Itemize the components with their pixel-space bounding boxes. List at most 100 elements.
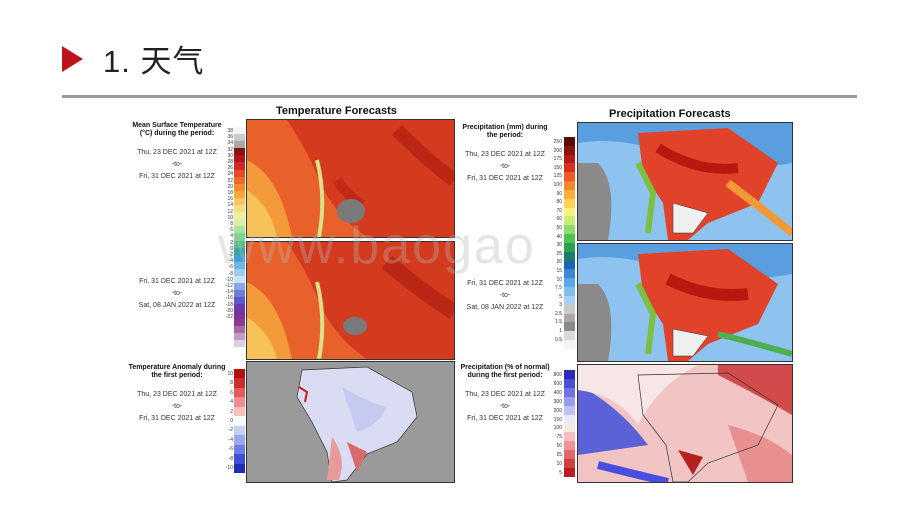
- color-scale-segment: [564, 145, 575, 155]
- scale-tick-label: 26: [227, 165, 233, 172]
- scale-tick-label: 32: [227, 146, 233, 153]
- color-scale-segment: [564, 234, 575, 243]
- scale-tick-label: 8: [230, 221, 233, 228]
- color-scale-segment: [234, 226, 245, 234]
- color-scale-segment: [564, 287, 575, 296]
- precipitation-scale-ticks: 250 200 175 150 125 100 90 80 70 60 50 40 30 25 20 15 10…: [548, 138, 562, 344]
- color-scale-segment: [564, 423, 575, 433]
- color-scale-segment: [234, 406, 245, 417]
- scale-tick-label: 175: [553, 156, 562, 163]
- caption-to: -to-: [171, 290, 183, 297]
- color-scale-segment: [234, 212, 245, 220]
- precipitation-anomaly-ticks: 800 600 400 300 200 150 100 75 50 25 10 5: [546, 371, 562, 478]
- color-scale-segment: [234, 290, 245, 298]
- precipitation-color-scale: [564, 137, 575, 349]
- color-scale-segment: [234, 387, 245, 398]
- color-scale-segment: [234, 155, 245, 163]
- color-scale-segment: [564, 414, 575, 424]
- color-scale-segment: [564, 216, 575, 226]
- scale-tick-label: -10: [225, 465, 233, 472]
- scale-tick-label: 10: [227, 371, 233, 377]
- title-marker-icon: [62, 46, 83, 72]
- precipitation-anomaly-caption: Precipitation (% of normal) during the f…: [455, 364, 555, 425]
- caption-date: Fri, 31 DEC 2021 at 12Z: [139, 278, 215, 285]
- color-scale-segment: [234, 325, 245, 333]
- scale-tick-label: 250: [553, 139, 562, 145]
- color-scale-segment: [234, 148, 245, 156]
- slide-title: 1. 天气: [103, 44, 205, 79]
- precipitation-anomaly-map: [577, 364, 793, 483]
- color-scale-segment: [564, 181, 575, 190]
- color-scale-segment: [234, 134, 245, 142]
- scale-tick-label: 25: [556, 250, 562, 257]
- color-scale-segment: [234, 425, 245, 436]
- precipitation-forecast-caption-1: Precipitation (mm) during the period: Th…: [457, 124, 553, 185]
- scale-tick-label: 50: [556, 224, 562, 231]
- scale-tick-label: 10: [556, 461, 562, 468]
- scale-tick-label: 30: [556, 242, 562, 249]
- scale-tick-label: 4: [230, 399, 233, 406]
- scale-tick-label: 125: [553, 173, 562, 180]
- color-scale-segment: [564, 450, 575, 460]
- color-scale-segment: [234, 416, 245, 426]
- scale-tick-label: 90: [556, 190, 562, 197]
- color-scale-segment: [234, 261, 245, 269]
- scale-tick-label: 100: [553, 425, 562, 432]
- color-scale-segment: [564, 242, 575, 252]
- watermark: www.baogao: [218, 217, 536, 275]
- color-scale-segment: [564, 396, 575, 406]
- scale-tick-label: 4: [230, 233, 233, 240]
- scale-tick-label: 1.5: [555, 319, 562, 326]
- precipitation-anomaly-color-scale: [564, 370, 575, 477]
- color-scale-segment: [234, 247, 245, 255]
- scale-tick-label: 2.5: [555, 310, 562, 317]
- scale-tick-label: -22: [225, 314, 233, 321]
- color-scale-segment: [564, 370, 575, 379]
- color-scale-segment: [564, 405, 575, 415]
- caption-to: -to-: [171, 161, 183, 168]
- caption-to: -to-: [171, 403, 183, 410]
- scale-tick-label: -4: [228, 258, 233, 265]
- color-scale-segment: [234, 369, 245, 379]
- scale-tick-label: 14: [227, 202, 233, 209]
- scale-tick-label: 300: [553, 398, 562, 405]
- scale-tick-label: -20: [225, 307, 233, 314]
- caption-date: Fri, 31 DEC 2021 at 12Z: [467, 175, 543, 182]
- color-scale-segment: [234, 169, 245, 177]
- caption-date: Thu, 23 DEC 2021 at 12Z: [465, 391, 545, 398]
- precipitation-panel-title: Precipitation Forecasts: [609, 108, 731, 120]
- scale-tick-label: -14: [225, 289, 233, 296]
- temperature-scale-ticks: 38 36 34 32 30 28 26 24 22 20 18 16 14 12 10 8 6 4 2 0 -2 -4-…: [222, 128, 233, 320]
- temperature-anomaly-map: [246, 361, 455, 483]
- scale-tick-label: 30: [227, 152, 233, 159]
- scale-tick-label: 25: [556, 452, 562, 459]
- scale-tick-label: 36: [227, 134, 233, 141]
- precipitation-forecast-map-1: [577, 122, 793, 241]
- color-scale-segment: [234, 397, 245, 407]
- scale-tick-label: -8: [228, 455, 233, 462]
- temperature-forecast-map-2: [246, 241, 455, 360]
- caption-to: -to-: [499, 292, 511, 299]
- caption-date: Fri, 31 DEC 2021 at 12Z: [467, 280, 543, 287]
- color-scale-segment: [234, 311, 245, 319]
- color-scale-segment: [564, 441, 575, 451]
- scale-tick-label: -18: [225, 301, 233, 308]
- precipitation-caption-heading: Precipitation (mm) during the period:: [462, 124, 548, 139]
- color-scale-segment: [234, 283, 245, 291]
- caption-date: Thu, 23 DEC 2021 at 12Z: [137, 149, 217, 156]
- scale-tick-label: 6: [230, 227, 233, 234]
- color-scale-segment: [234, 197, 245, 206]
- color-scale-segment: [564, 154, 575, 164]
- scale-tick-label: 20: [227, 183, 233, 190]
- scale-tick-label: -16: [225, 295, 233, 302]
- color-scale-segment: [564, 251, 575, 261]
- color-scale-segment: [564, 207, 575, 217]
- temperature-panel-title: Temperature Forecasts: [276, 105, 397, 117]
- scale-tick-label: -12: [225, 283, 233, 290]
- scale-tick-label: 7.5: [555, 285, 562, 292]
- color-scale-segment: [564, 467, 575, 477]
- color-scale-segment: [564, 322, 575, 332]
- temperature-forecast-caption-1: Mean Surface Temperature (°C) during the…: [127, 122, 227, 183]
- scale-tick-label: -2: [228, 427, 233, 434]
- scale-tick-label: 800: [553, 372, 562, 378]
